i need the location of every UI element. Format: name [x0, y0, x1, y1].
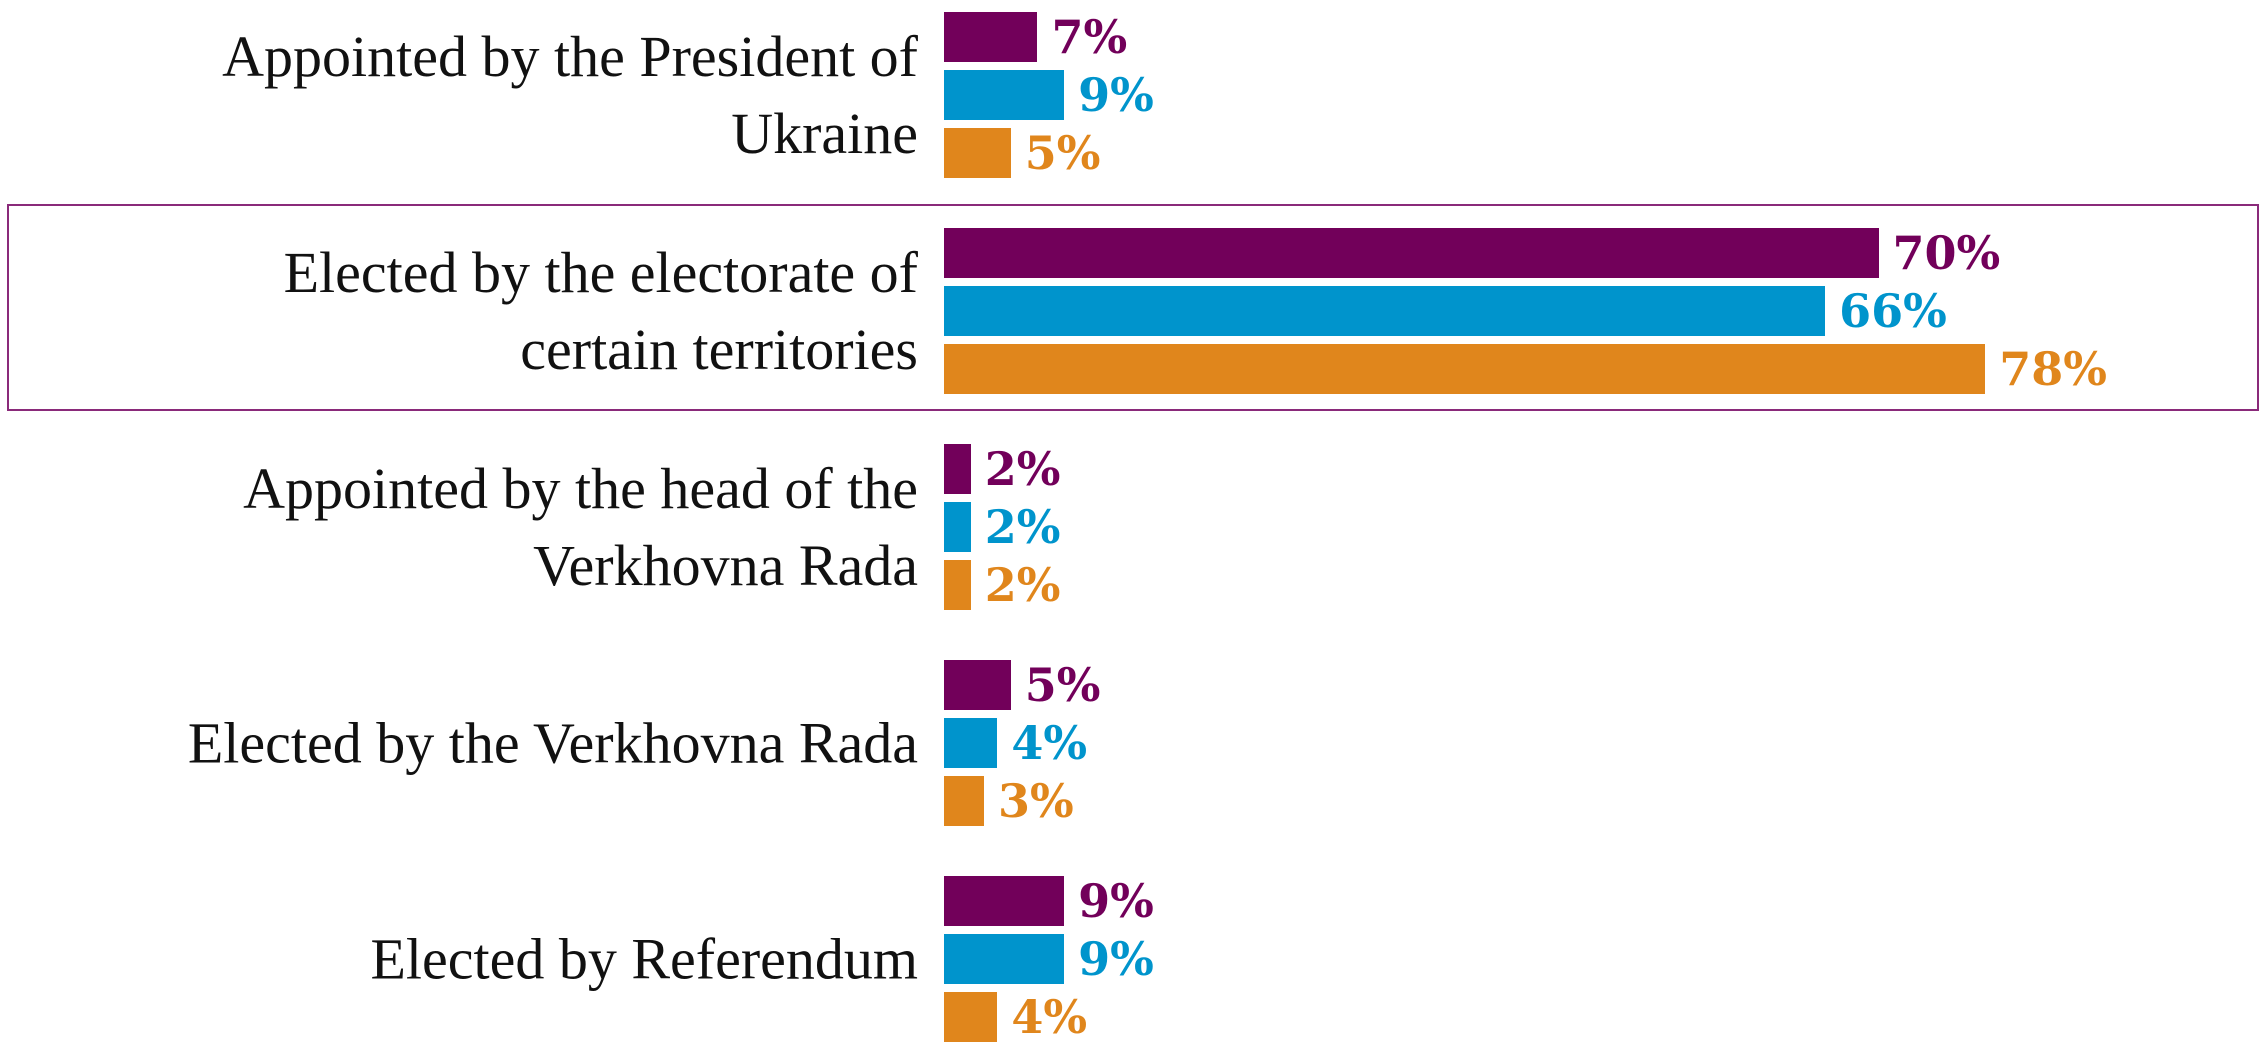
value-label: 5% [1024, 126, 1101, 180]
bar [944, 12, 1038, 62]
category-label: Appointed by the President of Ukraine [222, 24, 918, 166]
value-label: 66% [1839, 284, 1947, 338]
category-label: Elected by the Verkhovna Rada [187, 710, 918, 776]
category-label: Elected by the electorate of certain ter… [283, 240, 918, 382]
value-label: 2% [984, 500, 1061, 554]
value-label: 9% [1078, 68, 1154, 122]
value-label: 9% [1078, 932, 1154, 986]
bar [944, 502, 971, 552]
category-label: Elected by Referendum [370, 926, 918, 992]
bar [944, 128, 1011, 178]
bar [944, 228, 1879, 278]
value-label: 70% [1892, 226, 2001, 280]
bar [944, 70, 1065, 120]
bar [944, 992, 998, 1042]
value-label: 7% [1051, 10, 1128, 64]
value-label: 2% [984, 558, 1061, 612]
value-label: 78% [1999, 342, 2108, 396]
bar [944, 444, 971, 494]
bar [944, 934, 1065, 984]
category-label: Appointed by the head of the Verkhovna R… [243, 456, 918, 598]
bar [944, 560, 971, 610]
value-label: 2% [984, 442, 1061, 496]
bar [944, 344, 1986, 394]
value-label: 4% [1011, 716, 1088, 770]
bar [944, 876, 1065, 926]
highlight-box [7, 204, 2259, 411]
bar [944, 286, 1826, 336]
bar [944, 660, 1011, 710]
value-label: 9% [1078, 874, 1154, 928]
value-label: 5% [1024, 658, 1101, 712]
value-label: 4% [1011, 990, 1088, 1043]
bar [944, 776, 985, 826]
value-label: 3% [998, 774, 1074, 828]
bar [944, 718, 998, 768]
